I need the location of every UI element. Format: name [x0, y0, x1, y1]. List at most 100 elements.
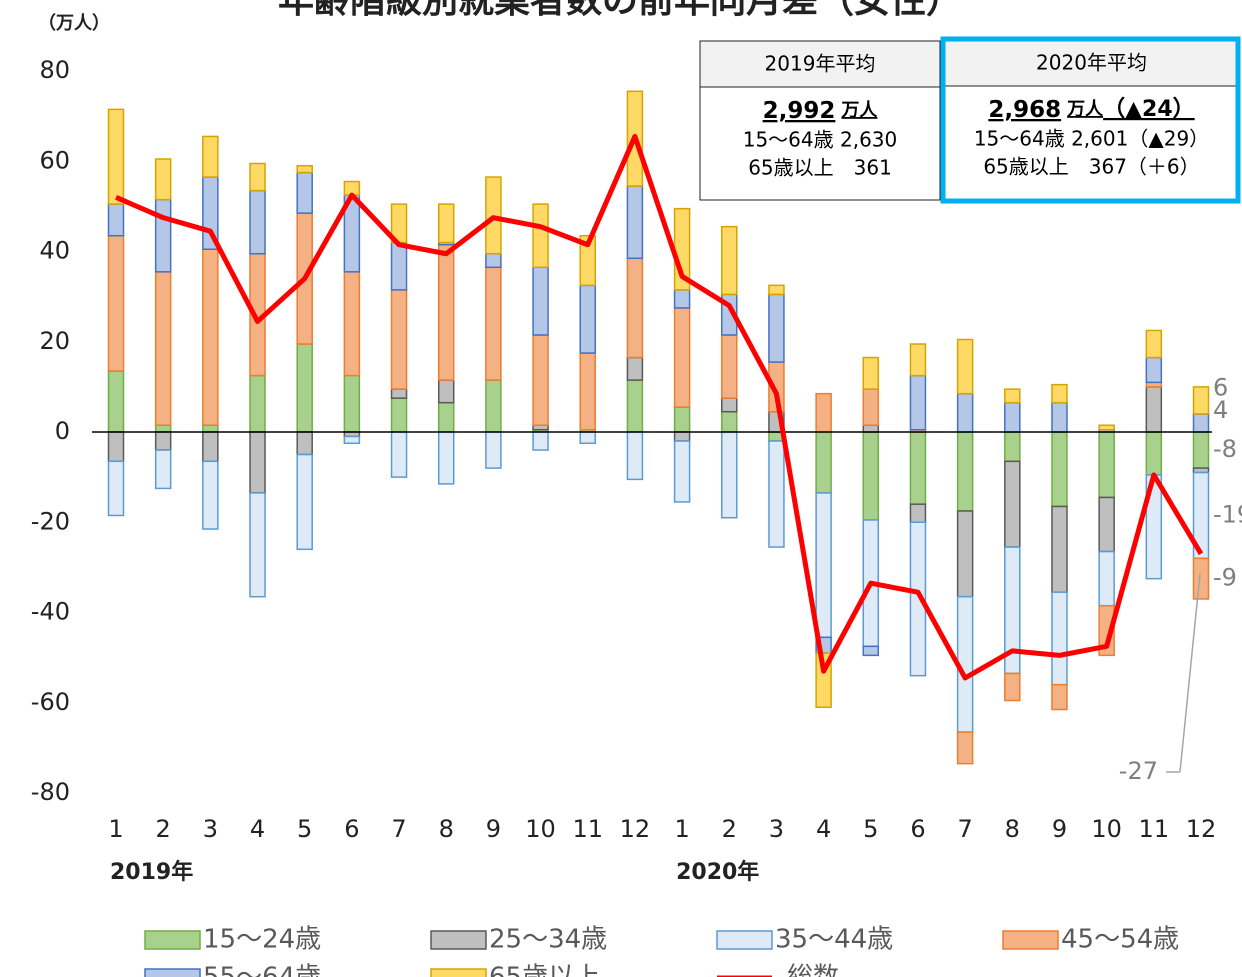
bar-segment — [1098, 496, 1115, 553]
x-tick-label: 10 — [1091, 815, 1122, 843]
bar-segment — [437, 243, 455, 381]
bar-segment — [909, 431, 927, 505]
y-tick-label: -40 — [31, 598, 70, 626]
bar-segment — [390, 397, 408, 433]
legend-swatch — [144, 930, 201, 950]
x-tick-label: 7 — [391, 815, 406, 843]
bar-segment — [343, 435, 361, 445]
y-tick-label: 0 — [55, 417, 70, 445]
bar-segment — [1192, 386, 1210, 415]
x-tick-label: 11 — [1139, 815, 1170, 843]
bar-segment — [626, 379, 644, 433]
bar-segment — [296, 165, 313, 174]
bar-segment — [673, 289, 691, 309]
bar-segment — [437, 379, 455, 404]
y-tick-label: 40 — [39, 237, 70, 265]
summary-total-number: 2,968 — [988, 97, 1061, 123]
bar-segment — [1145, 386, 1163, 433]
x-tick-label: 12 — [620, 815, 651, 843]
legend-swatch — [144, 968, 201, 977]
bar-segment — [154, 271, 172, 426]
bar-segment — [390, 388, 408, 399]
bar-segment — [1098, 604, 1115, 657]
group-label: 2019年 — [110, 859, 193, 885]
summary-total-change: （▲24） — [1103, 97, 1195, 122]
y-unit: （万人） — [38, 13, 110, 34]
group-label: 2020年 — [676, 859, 759, 885]
bar-segment — [1004, 431, 1021, 463]
legend-label: 25～34歳 — [489, 925, 607, 955]
bar-segment — [956, 731, 974, 765]
bar-segment — [721, 431, 738, 519]
legend-label: 15～24歳 — [203, 925, 321, 955]
legend-label: 65歳以上 — [489, 963, 600, 977]
bar-segment — [107, 431, 125, 463]
bar-segment — [202, 460, 219, 530]
x-tick-label: 5 — [863, 815, 878, 843]
bar-segment — [956, 338, 974, 395]
bar-segment — [437, 431, 455, 485]
bar-segment — [154, 424, 172, 433]
bar-segment — [107, 203, 125, 237]
summary-header: 2019年平均 — [765, 52, 876, 76]
legend-swatch — [430, 968, 487, 977]
y-tick-label: 60 — [39, 146, 70, 174]
summary-total-number: 2,992 — [763, 98, 836, 124]
summary-line: 15～64歳 2,630 — [743, 128, 898, 152]
bar-segment — [390, 289, 408, 390]
legend-label: 45～54歳 — [1061, 925, 1179, 955]
x-tick-label: 9 — [1052, 815, 1067, 843]
bar-segment — [1051, 431, 1068, 508]
bar-segment — [673, 307, 691, 408]
summary-line: 65歳以上 367（＋6） — [983, 155, 1199, 179]
bar-segment — [202, 431, 219, 463]
x-tick-label: 6 — [910, 815, 925, 843]
bar-segment — [579, 284, 596, 354]
bar-segment — [1004, 388, 1021, 404]
bar-segment — [249, 374, 266, 433]
bar-segment — [296, 453, 313, 551]
bar-segment — [1051, 505, 1068, 593]
bar-segment — [1051, 591, 1068, 686]
x-tick-label: 9 — [486, 815, 501, 843]
y-tick-label: -20 — [31, 507, 70, 535]
bar-segment — [154, 198, 172, 273]
bar-segment — [673, 431, 691, 442]
bar-segment — [909, 521, 927, 677]
summary-line: 65歳以上 361 — [748, 156, 892, 180]
summary-header: 2020年平均 — [1036, 51, 1147, 75]
bar-segment — [437, 401, 455, 433]
bar-segment — [390, 241, 408, 291]
x-tick-label: 8 — [1005, 815, 1020, 843]
summary-header-bg — [699, 40, 941, 88]
bar-segment — [485, 379, 502, 433]
bar-segment — [532, 203, 549, 269]
bar-segment — [862, 424, 880, 433]
summary-total-unit: 万人 — [1066, 99, 1104, 120]
bar-segment — [956, 431, 974, 512]
bar-segment — [202, 248, 219, 426]
bar-segment — [626, 185, 644, 260]
y-tick-label: 80 — [39, 56, 70, 84]
bar-segment — [532, 334, 549, 426]
bar-segment — [485, 253, 502, 269]
bar-segment — [107, 108, 125, 205]
x-tick-label: 4 — [816, 815, 831, 843]
y-tick-label: -80 — [31, 778, 70, 806]
bar-segment — [909, 374, 927, 431]
data-label: -19 — [1213, 500, 1242, 528]
bar-segment — [485, 266, 502, 381]
bar-segment — [815, 431, 832, 494]
bar-segment — [532, 431, 549, 451]
data-label: 4 — [1213, 396, 1228, 424]
bar-segment — [1192, 557, 1210, 600]
x-tick-label: 8 — [439, 815, 454, 843]
data-label: 6 — [1213, 373, 1228, 401]
bar-segment — [768, 440, 785, 548]
bar-segment — [1145, 356, 1163, 384]
bar-segment — [862, 388, 880, 426]
bar-segment — [1004, 460, 1021, 548]
bar-segment — [1192, 413, 1210, 433]
bar-segment — [862, 431, 880, 521]
